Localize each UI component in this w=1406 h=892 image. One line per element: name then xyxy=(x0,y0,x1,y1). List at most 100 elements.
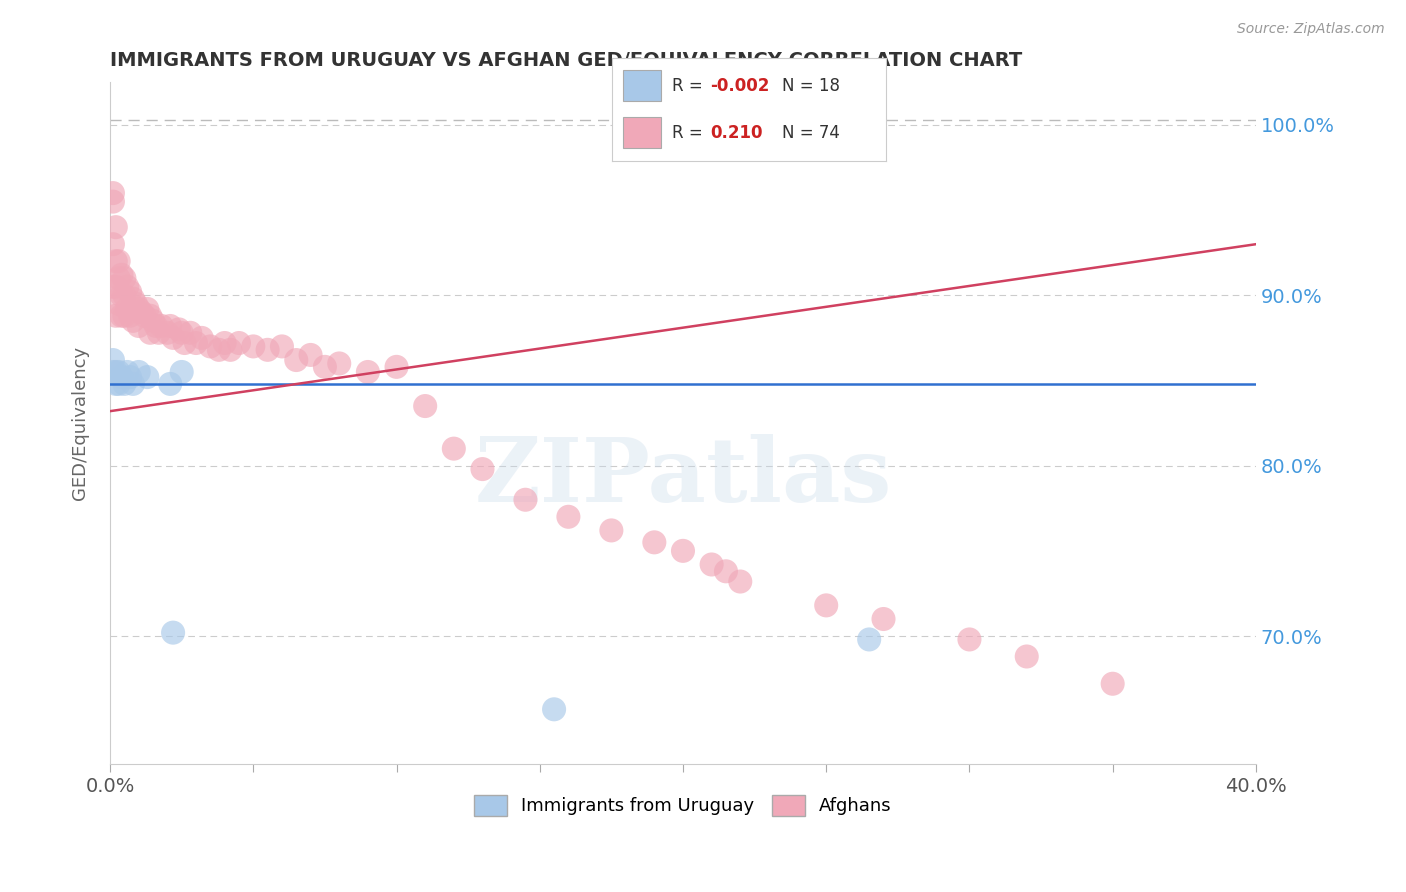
Point xyxy=(242,339,264,353)
Point xyxy=(142,314,165,328)
Point xyxy=(104,220,127,235)
Point xyxy=(110,370,132,384)
FancyBboxPatch shape xyxy=(623,70,661,101)
FancyBboxPatch shape xyxy=(623,118,661,148)
Point xyxy=(184,336,207,351)
Point xyxy=(1101,677,1123,691)
Point xyxy=(872,612,894,626)
Point xyxy=(170,365,193,379)
Point xyxy=(148,326,170,340)
Point xyxy=(443,442,465,456)
Legend: Immigrants from Uruguay, Afghans: Immigrants from Uruguay, Afghans xyxy=(467,788,898,823)
Point xyxy=(104,280,127,294)
Point xyxy=(543,702,565,716)
Text: R =: R = xyxy=(672,77,709,95)
Point xyxy=(285,353,308,368)
Point xyxy=(131,305,153,319)
Point xyxy=(107,376,129,391)
Point xyxy=(600,524,623,538)
Point xyxy=(104,376,127,391)
Point xyxy=(385,359,408,374)
Point xyxy=(170,326,193,340)
Point xyxy=(107,271,129,285)
Point xyxy=(162,625,184,640)
Point xyxy=(107,254,129,268)
Point xyxy=(101,186,124,200)
Point xyxy=(228,336,250,351)
Point xyxy=(112,309,135,323)
Point xyxy=(110,268,132,282)
Text: IMMIGRANTS FROM URUGUAY VS AFGHAN GED/EQUIVALENCY CORRELATION CHART: IMMIGRANTS FROM URUGUAY VS AFGHAN GED/EQ… xyxy=(110,51,1022,70)
Point xyxy=(299,348,322,362)
Point xyxy=(122,292,145,306)
Text: N = 74: N = 74 xyxy=(782,124,839,142)
Point xyxy=(219,343,242,357)
Point xyxy=(122,314,145,328)
Point xyxy=(107,297,129,311)
Point xyxy=(471,462,494,476)
Point xyxy=(328,356,350,370)
Point xyxy=(162,331,184,345)
Point xyxy=(101,353,124,368)
Point xyxy=(256,343,278,357)
Text: Source: ZipAtlas.com: Source: ZipAtlas.com xyxy=(1237,22,1385,37)
Point xyxy=(112,288,135,302)
Point xyxy=(730,574,752,589)
Point xyxy=(145,318,167,333)
Point xyxy=(271,339,294,353)
Point xyxy=(128,318,150,333)
Point xyxy=(208,343,231,357)
Point xyxy=(117,280,139,294)
Point xyxy=(700,558,723,572)
Point xyxy=(104,365,127,379)
Point xyxy=(557,509,579,524)
Point xyxy=(125,297,148,311)
Point xyxy=(128,365,150,379)
Text: N = 18: N = 18 xyxy=(782,77,839,95)
Text: R =: R = xyxy=(672,124,709,142)
Point xyxy=(104,254,127,268)
Point xyxy=(200,339,222,353)
Point xyxy=(1015,649,1038,664)
Point xyxy=(858,632,880,647)
Point xyxy=(413,399,436,413)
Point xyxy=(714,564,737,578)
Point xyxy=(110,309,132,323)
Point xyxy=(122,376,145,391)
Point xyxy=(101,194,124,209)
Point xyxy=(117,301,139,316)
Point xyxy=(136,370,159,384)
Point xyxy=(117,365,139,379)
Point xyxy=(104,309,127,323)
Point xyxy=(173,336,195,351)
Point xyxy=(112,271,135,285)
Point xyxy=(128,301,150,316)
Point xyxy=(110,288,132,302)
Point xyxy=(159,318,181,333)
Point xyxy=(139,326,162,340)
Point xyxy=(159,376,181,391)
Point xyxy=(190,331,212,345)
Point xyxy=(136,301,159,316)
Point xyxy=(515,492,537,507)
Point xyxy=(156,326,179,340)
Text: 0.210: 0.210 xyxy=(710,124,763,142)
Point xyxy=(101,365,124,379)
Text: ZIPatlas: ZIPatlas xyxy=(474,434,891,521)
Point xyxy=(120,370,142,384)
Point xyxy=(112,376,135,391)
Text: -0.002: -0.002 xyxy=(710,77,769,95)
Point xyxy=(120,309,142,323)
Point xyxy=(314,359,336,374)
Point xyxy=(357,365,380,379)
Point xyxy=(815,599,838,613)
Point xyxy=(959,632,981,647)
Point xyxy=(120,285,142,299)
Y-axis label: GED/Equivalency: GED/Equivalency xyxy=(72,346,89,500)
Point xyxy=(179,326,201,340)
Point xyxy=(643,535,665,549)
Point xyxy=(101,280,124,294)
Point xyxy=(107,365,129,379)
Point xyxy=(139,309,162,323)
Point xyxy=(150,318,173,333)
